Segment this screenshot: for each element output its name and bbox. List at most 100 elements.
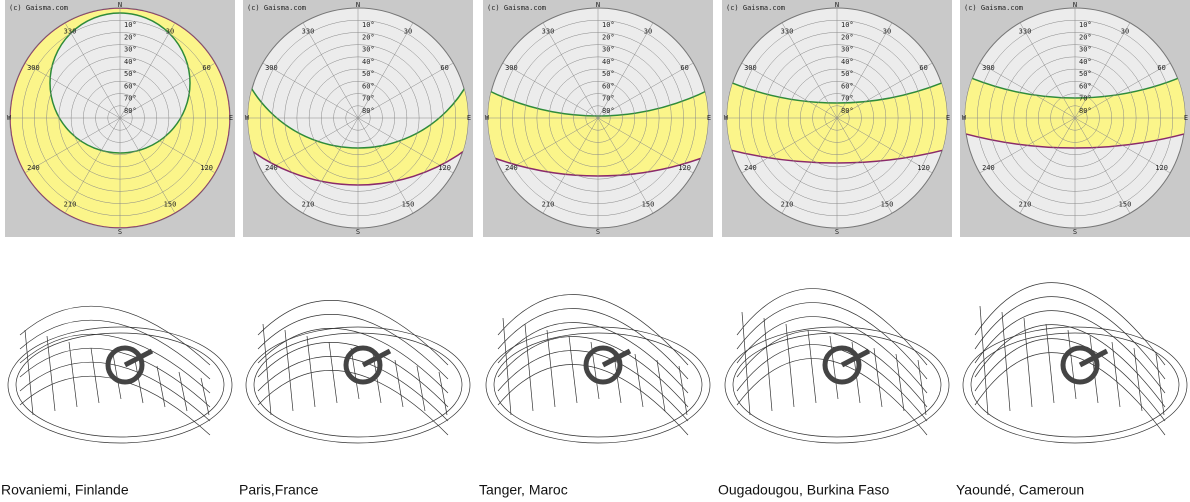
- band-arc: [257, 300, 449, 366]
- altitude-label: 80°: [124, 107, 137, 115]
- band-rib: [1111, 341, 1121, 408]
- azimuth-label: 60: [202, 64, 210, 72]
- azimuth-label: 330: [302, 27, 315, 35]
- altitude-label: 80°: [841, 107, 854, 115]
- altitude-label: 40°: [602, 58, 615, 66]
- azimuth-label: 150: [1119, 201, 1132, 209]
- band-rib: [1155, 353, 1165, 416]
- altitude-label: 20°: [1079, 33, 1092, 41]
- altitude-label: 50°: [362, 70, 375, 78]
- azimuth-line: [542, 22, 654, 214]
- azimuth-line: [302, 22, 414, 214]
- band-rib: [112, 353, 122, 400]
- sundial-gnomon: [361, 348, 392, 368]
- dome-sketch: [485, 294, 711, 444]
- band-arc: [736, 302, 928, 380]
- azimuth-label: 240: [505, 164, 518, 172]
- base-ellipse: [7, 326, 233, 444]
- sundial-gnomon: [1078, 348, 1109, 368]
- dome-sketch: [724, 288, 950, 444]
- azimuth-line: [1019, 22, 1131, 214]
- band-rib: [829, 335, 839, 400]
- caption: Paris,France: [239, 482, 319, 498]
- band-rib: [90, 347, 100, 404]
- direction: N: [835, 1, 839, 9]
- azimuth-label: 300: [982, 64, 995, 72]
- altitude-label: 20°: [124, 33, 137, 41]
- direction: E: [946, 114, 950, 122]
- altitude-label: 40°: [124, 58, 137, 66]
- band-rib: [350, 347, 360, 400]
- band-rib: [917, 359, 927, 416]
- altitude-label: 80°: [602, 107, 615, 115]
- band-rib: [546, 329, 556, 408]
- band-rib: [1133, 347, 1143, 412]
- band-rib: [156, 365, 166, 408]
- azimuth-label: 330: [542, 27, 555, 35]
- azimuth-label: 240: [982, 164, 995, 172]
- panel: (c) Gaisma.com N S W E 330 30 300 60 240 120 210 150…: [243, 0, 473, 237]
- altitude-label: 70°: [124, 95, 137, 103]
- azimuth-label: 120: [678, 164, 691, 172]
- altitude-label: 50°: [1079, 70, 1092, 78]
- band-rib: [284, 329, 294, 412]
- caption: Tanger, Maroc: [479, 482, 568, 498]
- band-rib: [1001, 311, 1011, 412]
- band-rib: [1067, 329, 1077, 400]
- azimuth-label: 210: [542, 201, 555, 209]
- sundial: [583, 345, 623, 385]
- direction: W: [245, 114, 250, 122]
- watermark: (c) Gaisma.com: [964, 4, 1023, 12]
- altitude-label: 60°: [841, 82, 854, 90]
- altitude-label: 70°: [1079, 95, 1092, 103]
- direction: E: [707, 114, 711, 122]
- band-rib: [262, 323, 272, 416]
- azimuth-label: 240: [744, 164, 757, 172]
- azimuth-label: 330: [781, 27, 794, 35]
- base-ellipse-inner: [732, 332, 942, 438]
- altitude-label: 70°: [841, 95, 854, 103]
- band-arc: [19, 347, 211, 408]
- direction: N: [118, 1, 122, 9]
- band-arc: [257, 314, 449, 380]
- sundial: [822, 345, 862, 385]
- altitude-label: 30°: [1079, 46, 1092, 54]
- altitude-label: 60°: [124, 82, 137, 90]
- altitude-label: 40°: [362, 58, 375, 66]
- band-rib: [785, 323, 795, 408]
- panel: (c) Gaisma.com N S W E 330 30 300 60 240 120 210 150…: [960, 0, 1190, 237]
- altitude-label: 30°: [841, 46, 854, 54]
- altitude-label: 60°: [1079, 82, 1092, 90]
- azimuth-label: 150: [642, 201, 655, 209]
- altitude-label: 50°: [841, 70, 854, 78]
- altitude-label: 40°: [1079, 58, 1092, 66]
- caption: Rovaniemi, Finlande: [1, 482, 129, 498]
- band-arc: [736, 344, 928, 422]
- azimuth-label: 240: [27, 164, 40, 172]
- azimuth-label: 30: [883, 27, 891, 35]
- band-rib: [502, 317, 512, 416]
- panel: (c) Gaisma.com N S W E 330 30 300 60 240 120 210 150…: [483, 0, 713, 237]
- azimuth-label: 60: [1157, 64, 1165, 72]
- base-ellipse-inner: [493, 332, 703, 438]
- band-rib: [1045, 323, 1055, 404]
- altitude-label: 10°: [602, 21, 615, 29]
- altitude-label: 80°: [362, 107, 375, 115]
- azimuth-label: 300: [265, 64, 278, 72]
- band-rib: [46, 335, 56, 412]
- direction: W: [724, 114, 729, 122]
- band-rib: [416, 365, 426, 412]
- azimuth-label: 330: [64, 27, 77, 35]
- altitude-label: 30°: [362, 46, 375, 54]
- altitude-label: 30°: [602, 46, 615, 54]
- altitude-label: 10°: [1079, 21, 1092, 29]
- direction: S: [596, 228, 600, 236]
- base-ellipse-inner: [15, 332, 225, 438]
- band-arc: [974, 310, 1166, 394]
- band-arc: [974, 338, 1166, 422]
- azimuth-label: 330: [1019, 27, 1032, 35]
- direction: W: [485, 114, 490, 122]
- band-rib: [438, 371, 448, 416]
- band-rib: [895, 353, 905, 412]
